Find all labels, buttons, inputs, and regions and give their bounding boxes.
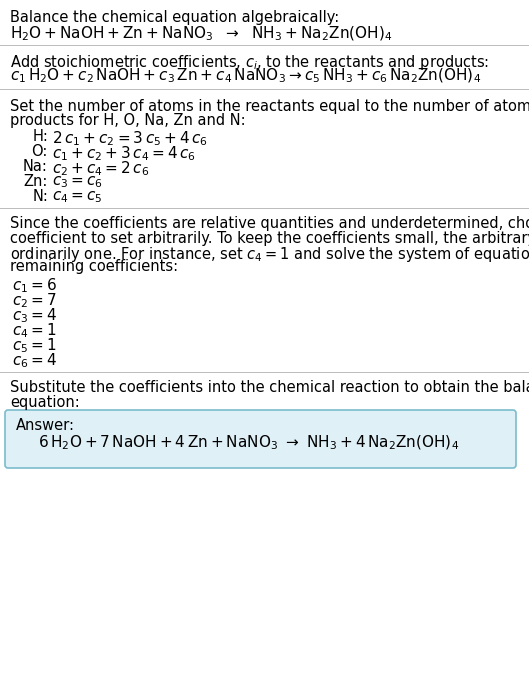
Text: Balance the chemical equation algebraically:: Balance the chemical equation algebraica… [10,10,339,25]
Text: $c_4 = c_5$: $c_4 = c_5$ [52,189,103,205]
Text: H:: H: [32,129,48,144]
Text: $6\,\mathrm{H_2O} + 7\,\mathrm{NaOH} + 4\,\mathrm{Zn} + \mathrm{NaNO_3} \ \right: $6\,\mathrm{H_2O} + 7\,\mathrm{NaOH} + 4… [38,434,459,453]
Text: ordinarily one. For instance, set $c_4 = 1$ and solve the system of equations fo: ordinarily one. For instance, set $c_4 =… [10,245,529,264]
Text: $c_2 + c_4 = 2\,c_6$: $c_2 + c_4 = 2\,c_6$ [52,159,149,178]
Text: Add stoichiometric coefficients, $c_i$, to the reactants and products:: Add stoichiometric coefficients, $c_i$, … [10,52,489,71]
Text: $c_1 + c_2 + 3\,c_4 = 4\,c_6$: $c_1 + c_2 + 3\,c_4 = 4\,c_6$ [52,144,196,163]
Text: O:: O: [32,144,48,159]
FancyBboxPatch shape [5,410,516,468]
Text: $c_1 = 6$: $c_1 = 6$ [12,276,57,295]
Text: Zn:: Zn: [24,174,48,189]
Text: $c_3 = 4$: $c_3 = 4$ [12,306,57,325]
Text: Set the number of atoms in the reactants equal to the number of atoms in the: Set the number of atoms in the reactants… [10,99,529,114]
Text: products for H, O, Na, Zn and N:: products for H, O, Na, Zn and N: [10,113,245,128]
Text: Na:: Na: [23,159,48,174]
Text: $c_6 = 4$: $c_6 = 4$ [12,351,57,370]
Text: $c_4 = 1$: $c_4 = 1$ [12,321,57,339]
Text: $\mathrm{H_2O + NaOH + Zn + NaNO_3 \ \ \rightarrow \ \ NH_3 + Na_2Zn(OH)_4}$: $\mathrm{H_2O + NaOH + Zn + NaNO_3 \ \ \… [10,25,393,43]
Text: $c_3 = c_6$: $c_3 = c_6$ [52,174,103,190]
Text: $2\,c_1 + c_2 = 3\,c_5 + 4\,c_6$: $2\,c_1 + c_2 = 3\,c_5 + 4\,c_6$ [52,129,208,148]
Text: N:: N: [32,189,48,204]
Text: Substitute the coefficients into the chemical reaction to obtain the balanced: Substitute the coefficients into the che… [10,380,529,395]
Text: remaining coefficients:: remaining coefficients: [10,260,178,275]
Text: $c_2 = 7$: $c_2 = 7$ [12,291,57,310]
Text: Answer:: Answer: [16,418,75,433]
Text: coefficient to set arbitrarily. To keep the coefficients small, the arbitrary va: coefficient to set arbitrarily. To keep … [10,231,529,245]
Text: equation:: equation: [10,394,80,409]
Text: Since the coefficients are relative quantities and underdetermined, choose a: Since the coefficients are relative quan… [10,216,529,231]
Text: $c_5 = 1$: $c_5 = 1$ [12,336,57,354]
Text: $c_1\,\mathrm{H_2O} + c_2\,\mathrm{NaOH} + c_3\,\mathrm{Zn} + c_4\,\mathrm{NaNO_: $c_1\,\mathrm{H_2O} + c_2\,\mathrm{NaOH}… [10,67,481,85]
